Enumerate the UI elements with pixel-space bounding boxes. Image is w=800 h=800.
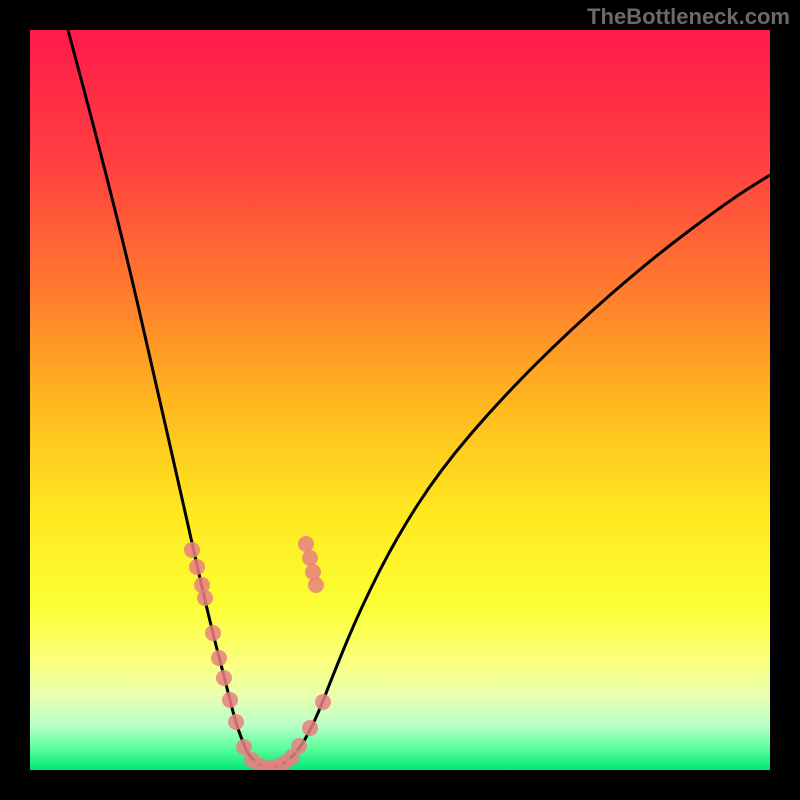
data-marker	[189, 559, 205, 575]
data-marker	[291, 738, 307, 754]
marker-group	[184, 536, 331, 770]
data-marker	[216, 670, 232, 686]
curve-layer	[30, 30, 770, 770]
right-curve	[270, 175, 770, 768]
data-marker	[222, 692, 238, 708]
data-marker	[228, 714, 244, 730]
left-curve	[68, 30, 270, 768]
data-marker	[298, 536, 314, 552]
data-marker	[184, 542, 200, 558]
watermark-text: TheBottleneck.com	[587, 4, 790, 30]
data-marker	[211, 650, 227, 666]
data-marker	[302, 720, 318, 736]
data-marker	[302, 550, 318, 566]
data-marker	[305, 564, 321, 580]
data-marker	[197, 590, 213, 606]
data-marker	[205, 625, 221, 641]
plot-area	[30, 30, 770, 770]
data-marker	[315, 694, 331, 710]
